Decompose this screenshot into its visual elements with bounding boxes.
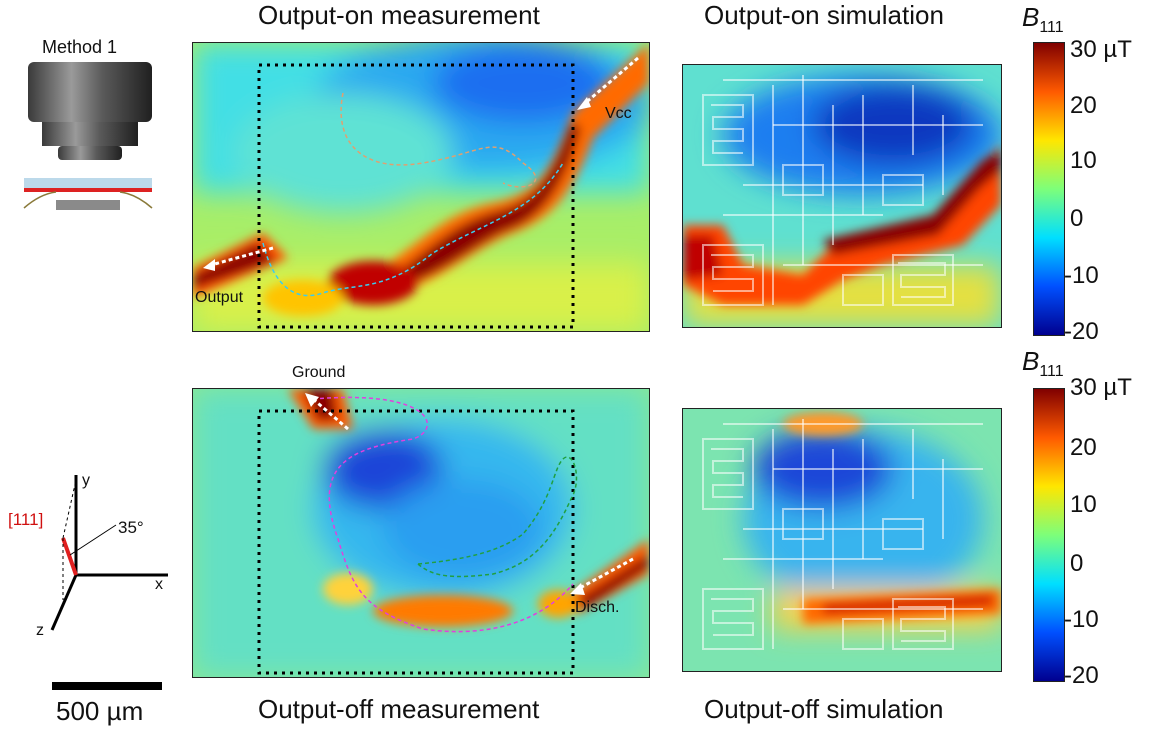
colorbar-top-tick-10: 10 bbox=[1070, 147, 1097, 174]
colorbar-bottom bbox=[1033, 388, 1065, 682]
axis-z-label: z bbox=[36, 622, 44, 639]
vcc-label: Vcc bbox=[605, 105, 632, 122]
axis-y-label: y bbox=[82, 472, 90, 489]
colorbar-top bbox=[1033, 42, 1065, 336]
axis-111-label: [111] bbox=[8, 510, 44, 529]
title-output-off-simulation: Output-off simulation bbox=[704, 694, 944, 724]
colorbar-top-title: B111 bbox=[1022, 2, 1064, 37]
simulation-off-map bbox=[682, 408, 1002, 672]
colorbar-bottom-tick-0: 0 bbox=[1070, 550, 1084, 577]
colorbar-bottom-tick-10: 10 bbox=[1070, 491, 1097, 518]
measurement-off-map: Disch. bbox=[192, 388, 650, 678]
colorbar-top-subscript: 111 bbox=[1039, 19, 1064, 37]
colorbar-top-tick-m20: -20 bbox=[1064, 318, 1099, 345]
measurement-on-map: Vcc Output bbox=[192, 42, 650, 332]
colorbar-bottom-subscript: 111 bbox=[1039, 363, 1064, 381]
objective-lens-icon bbox=[23, 62, 153, 210]
colorbar-top-tick-0: 0 bbox=[1070, 205, 1084, 232]
title-output-off-measurement: Output-off measurement bbox=[258, 694, 540, 724]
output-label: Output bbox=[195, 289, 244, 306]
colorbar-bottom-tick-20: 20 bbox=[1070, 434, 1097, 461]
title-output-on-simulation: Output-on simulation bbox=[704, 0, 944, 30]
title-output-on-measurement: Output-on measurement bbox=[258, 0, 540, 30]
angle-label: 35° bbox=[118, 518, 144, 537]
simulation-on-map bbox=[682, 64, 1002, 328]
colorbar-top-tick-30: 30 µT bbox=[1070, 36, 1132, 63]
ground-label: Ground bbox=[292, 364, 346, 381]
colorbar-bottom-title: B111 bbox=[1022, 346, 1064, 381]
colorbar-top-tick-m10: -10 bbox=[1064, 262, 1099, 289]
colorbar-top-symbol: B bbox=[1022, 2, 1040, 32]
disch-label: Disch. bbox=[575, 599, 620, 616]
method-label: Method 1 bbox=[42, 37, 118, 57]
scale-bar bbox=[52, 682, 162, 690]
colorbar-bottom-tick-30: 30 µT bbox=[1070, 374, 1132, 401]
scale-bar-label: 500 µm bbox=[56, 696, 144, 726]
colorbar-bottom-symbol: B bbox=[1022, 346, 1040, 376]
axis-x-label: x bbox=[155, 576, 163, 593]
colorbar-top-tick-20: 20 bbox=[1070, 92, 1097, 119]
axes-diagram bbox=[50, 475, 168, 631]
colorbar-bottom-tick-m10: -10 bbox=[1064, 606, 1099, 633]
colorbar-bottom-tick-m20: -20 bbox=[1064, 662, 1099, 689]
